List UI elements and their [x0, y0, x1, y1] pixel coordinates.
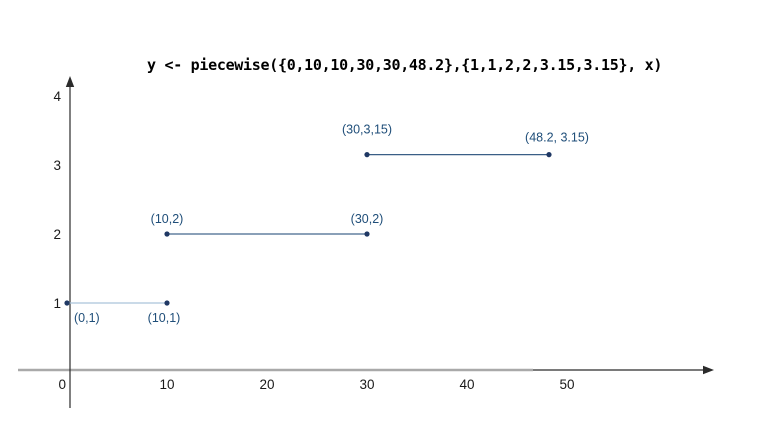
piece-2-data-point — [364, 231, 370, 237]
y-tick-label: 3 — [53, 158, 61, 173]
plot-title: y <- piecewise({0,10,10,30,30,48.2},{1,1… — [147, 56, 663, 74]
y-axis-arrow-icon — [65, 76, 75, 87]
piece-2-data-point — [164, 231, 170, 237]
piece-1-data-point — [64, 300, 70, 306]
y-tick-label: 2 — [53, 227, 61, 242]
x-tick-label: 50 — [559, 377, 574, 392]
y-tick-label: 4 — [53, 89, 61, 104]
piece-2-point-label: (10,2) — [151, 212, 184, 226]
piece-3-data-point — [546, 152, 552, 158]
x-tick-label: 20 — [259, 377, 274, 392]
x-tick-label: 40 — [459, 377, 474, 392]
y-tick-label: 1 — [53, 296, 61, 311]
origin-tick-label: 0 — [58, 377, 66, 392]
x-axis-arrow-icon — [703, 365, 714, 375]
piece-2-point-label: (30,2) — [351, 212, 384, 226]
x-tick-label: 30 — [359, 377, 374, 392]
piece-1-point-label: (0,1) — [74, 311, 100, 325]
piece-1-data-point — [164, 300, 170, 306]
piece-1-point-label: (10,1) — [148, 311, 181, 325]
x-tick-label: 10 — [159, 377, 174, 392]
piece-3-point-label: (30,3,15) — [342, 123, 392, 137]
piece-3-data-point — [364, 152, 370, 158]
piece-3-point-label: (48.2, 3.15) — [525, 131, 589, 145]
